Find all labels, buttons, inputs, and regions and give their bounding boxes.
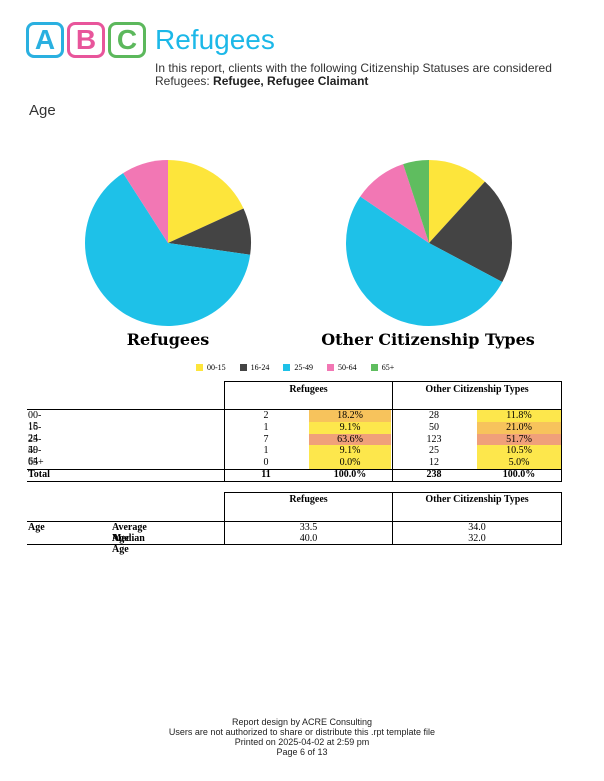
other-pct: 21.0% xyxy=(477,421,561,434)
footer-page-number: Page 6 of 13 xyxy=(276,747,328,757)
column-header-refugees: Refugees xyxy=(289,494,328,505)
average-age-label: Average Age xyxy=(112,522,147,544)
other-pct: 11.8% xyxy=(477,410,561,422)
pie-slice-25-49 xyxy=(345,196,503,327)
logo-letter-c: C xyxy=(108,22,146,58)
table-border xyxy=(224,492,562,493)
table-border xyxy=(392,492,393,545)
other-pct: 5.0% xyxy=(477,457,561,469)
pie-slice-00-15 xyxy=(429,160,485,243)
column-header-other: Other Citizenship Types xyxy=(425,494,529,505)
age-row-label: 16-24 xyxy=(28,421,42,444)
age-row-label: 00-15 xyxy=(28,410,42,432)
legend-item: 25-49 xyxy=(283,363,313,372)
total-refugees-pct: 100.0% xyxy=(333,469,367,480)
age-group-label: Age xyxy=(28,522,45,533)
refugees-pct: 0.0% xyxy=(309,457,391,469)
table-border xyxy=(224,381,562,382)
median-age-refugees: 40.0 xyxy=(299,533,318,544)
legend-label: 50-64 xyxy=(338,363,357,372)
total-row-label: Total xyxy=(28,469,50,480)
refugees-count: 2 xyxy=(263,410,269,421)
other-pct: 10.5% xyxy=(477,445,561,458)
age-row-label: 65+ xyxy=(28,457,44,469)
total-refugees-count: 11 xyxy=(261,469,271,480)
table-border xyxy=(392,381,393,482)
other-count: 12 xyxy=(429,457,439,469)
table-border xyxy=(27,521,562,522)
pie-slice-65+ xyxy=(403,160,429,243)
pie-slice-00-15 xyxy=(168,160,244,243)
pie-slice-16-24 xyxy=(168,208,251,255)
pie-slice-25-49 xyxy=(84,173,251,327)
logo-letter-b: B xyxy=(67,22,105,58)
table-border xyxy=(27,409,562,410)
legend-label: 25-49 xyxy=(294,363,314,372)
other-count: 28 xyxy=(429,410,439,421)
column-header-other: Other Citizenship Types xyxy=(425,384,529,395)
abc-logo: A B C xyxy=(26,22,146,58)
legend-item: 50-64 xyxy=(327,363,357,372)
other-count: 25 xyxy=(429,445,439,457)
legend-label: 00-15 xyxy=(207,363,226,372)
average-age-refugees: 33.5 xyxy=(299,522,318,533)
report-description: In this report, clients with the followi… xyxy=(155,62,575,88)
table-border xyxy=(27,469,562,470)
other-pie-title: Other Citizenship Types xyxy=(321,330,535,349)
age-row-label: 25-49 xyxy=(28,433,42,456)
pie-slice-50-64 xyxy=(360,164,429,243)
table-border xyxy=(27,544,562,545)
other-citizenship-pie-chart xyxy=(345,160,512,327)
description-text: In this report, clients with the followi… xyxy=(155,61,552,88)
refugees-pie-chart xyxy=(84,160,251,327)
refugees-pct: 63.6% xyxy=(309,433,391,446)
age-row-label: 50-64 xyxy=(28,445,42,468)
legend-label: 16-24 xyxy=(250,363,270,372)
legend-swatch xyxy=(196,364,203,371)
other-pct: 51.7% xyxy=(477,433,561,446)
legend-item: 16-24 xyxy=(239,363,270,372)
legend-swatch xyxy=(239,364,247,371)
other-count: 123 xyxy=(426,433,442,445)
table-border xyxy=(224,381,225,482)
refugees-count: 7 xyxy=(263,433,269,445)
refugees-pct: 9.1% xyxy=(309,421,391,434)
footer-credit: Report design by ACRE Consulting xyxy=(231,717,373,727)
total-other-count: 238 xyxy=(426,469,442,480)
legend-swatch xyxy=(327,364,335,371)
total-other-pct: 100.0% xyxy=(502,469,536,480)
median-age-label: Median Age xyxy=(112,533,145,555)
legend-item: 00-15 xyxy=(196,363,226,372)
column-header-refugees: Refugees xyxy=(289,384,328,395)
refugees-pie-title: Refugees xyxy=(126,330,210,349)
table-border xyxy=(27,481,562,482)
refugees-count: 1 xyxy=(263,445,269,457)
footer-notice: Users are not authorized to share or dis… xyxy=(168,727,436,737)
page-title: Refugees xyxy=(155,24,275,55)
legend-label: 65+ xyxy=(381,363,395,372)
table-border xyxy=(561,492,562,545)
refugees-count: 1 xyxy=(263,421,269,433)
refugees-pct: 9.1% xyxy=(309,445,391,458)
chart-legend: 00-15 16-24 25-49 50-64 65+ xyxy=(196,363,394,372)
table-border xyxy=(224,492,225,545)
table-border xyxy=(561,381,562,482)
refugees-pct: 18.2% xyxy=(309,410,391,422)
other-count: 50 xyxy=(429,421,439,433)
median-age-other: 32.0 xyxy=(468,533,486,544)
pie-slice-50-64 xyxy=(123,160,168,243)
footer-printed-date: Printed on 2025-04-02 at 2:59 pm xyxy=(234,737,370,747)
section-title: Age xyxy=(29,102,56,119)
pie-slice-16-24 xyxy=(429,181,512,282)
legend-item: 65+ xyxy=(370,363,395,372)
legend-swatch xyxy=(283,364,291,371)
description-statuses: Refugee, Refugee Claimant xyxy=(213,74,369,88)
refugees-count: 0 xyxy=(263,457,269,469)
page-footer: Report design by ACRE Consulting Users a… xyxy=(0,717,604,757)
logo-letter-a: A xyxy=(26,22,64,58)
average-age-other: 34.0 xyxy=(468,522,486,533)
legend-swatch xyxy=(370,364,378,371)
